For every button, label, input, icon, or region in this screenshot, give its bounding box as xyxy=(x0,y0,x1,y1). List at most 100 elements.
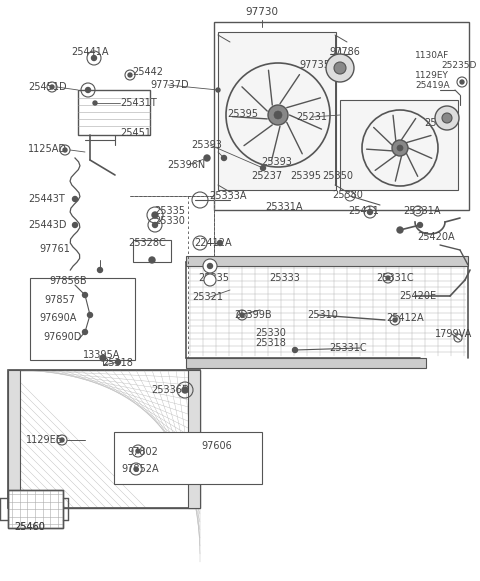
Circle shape xyxy=(93,101,97,105)
Circle shape xyxy=(392,140,408,156)
Text: 25386: 25386 xyxy=(425,118,456,128)
Text: 25331C: 25331C xyxy=(376,273,414,283)
Text: 25331A: 25331A xyxy=(265,202,303,212)
Text: 1129EY: 1129EY xyxy=(415,71,449,81)
Text: 25442: 25442 xyxy=(132,67,163,77)
Bar xyxy=(340,100,458,190)
Circle shape xyxy=(85,88,91,92)
Bar xyxy=(8,490,63,528)
Text: 25380: 25380 xyxy=(333,190,363,200)
Circle shape xyxy=(393,318,397,322)
Text: 97690D: 97690D xyxy=(44,332,82,342)
Bar xyxy=(214,22,469,210)
Text: 25395: 25395 xyxy=(228,109,259,119)
Circle shape xyxy=(72,196,77,202)
Circle shape xyxy=(136,449,140,453)
Text: 13395A: 13395A xyxy=(84,350,120,360)
Text: 1129EE: 1129EE xyxy=(26,435,63,445)
Text: 25335: 25335 xyxy=(199,273,229,283)
Text: 97606: 97606 xyxy=(202,441,232,451)
Text: 25460: 25460 xyxy=(14,522,46,532)
Text: 25310: 25310 xyxy=(308,310,338,320)
Text: 25335: 25335 xyxy=(155,206,185,216)
Text: 25333: 25333 xyxy=(270,273,300,283)
Circle shape xyxy=(60,438,64,442)
Text: 25451D: 25451D xyxy=(28,82,67,92)
Bar xyxy=(186,358,426,368)
Bar xyxy=(8,370,200,508)
Text: 97735: 97735 xyxy=(300,60,331,70)
Circle shape xyxy=(368,210,372,214)
Circle shape xyxy=(460,80,464,84)
Text: 25321: 25321 xyxy=(192,292,224,302)
Text: 97857: 97857 xyxy=(45,295,75,305)
Text: 97730: 97730 xyxy=(245,7,278,17)
Circle shape xyxy=(397,145,403,151)
Text: 97737D: 97737D xyxy=(151,80,189,90)
Circle shape xyxy=(418,223,422,228)
Text: 25411: 25411 xyxy=(348,206,379,216)
Circle shape xyxy=(116,360,120,364)
Text: 1799VA: 1799VA xyxy=(435,329,473,339)
Circle shape xyxy=(100,355,106,361)
Bar xyxy=(133,240,171,262)
Text: 25399B: 25399B xyxy=(234,310,272,320)
Circle shape xyxy=(83,292,87,297)
Circle shape xyxy=(203,259,217,273)
Text: 97786: 97786 xyxy=(330,47,360,57)
Text: 25420E: 25420E xyxy=(399,291,437,301)
Circle shape xyxy=(83,329,87,335)
Text: 25441A: 25441A xyxy=(71,47,109,57)
Text: 1125AD: 1125AD xyxy=(28,144,67,154)
Circle shape xyxy=(72,223,77,228)
Text: 1130AF: 1130AF xyxy=(415,52,449,60)
Bar xyxy=(114,432,262,484)
Circle shape xyxy=(153,223,157,228)
Bar xyxy=(186,256,468,266)
Circle shape xyxy=(87,313,93,317)
Circle shape xyxy=(334,62,346,74)
Text: 25431T: 25431T xyxy=(120,98,157,108)
Text: 25331A: 25331A xyxy=(403,206,441,216)
Circle shape xyxy=(397,227,403,233)
Circle shape xyxy=(292,347,298,353)
Text: 25443D: 25443D xyxy=(28,220,67,230)
Circle shape xyxy=(221,156,227,160)
Text: 25412A: 25412A xyxy=(386,313,424,323)
Text: 25443T: 25443T xyxy=(28,194,65,204)
Circle shape xyxy=(92,56,96,60)
Text: 25328C: 25328C xyxy=(128,238,166,248)
Text: 25336D: 25336D xyxy=(152,385,190,395)
Text: 25231: 25231 xyxy=(297,112,327,122)
Circle shape xyxy=(268,105,288,125)
Circle shape xyxy=(134,467,138,471)
Text: 25420A: 25420A xyxy=(417,232,455,242)
Circle shape xyxy=(442,113,452,123)
Circle shape xyxy=(217,241,223,246)
Circle shape xyxy=(261,166,265,170)
Circle shape xyxy=(207,264,213,268)
Text: 25318: 25318 xyxy=(255,338,287,348)
Text: 97856B: 97856B xyxy=(49,276,87,286)
Text: 25395: 25395 xyxy=(290,171,322,181)
Bar xyxy=(218,32,336,190)
Bar xyxy=(188,370,200,508)
Bar xyxy=(8,370,20,508)
Text: 97852A: 97852A xyxy=(121,464,159,474)
Text: 25393: 25393 xyxy=(192,140,222,150)
Text: 25330: 25330 xyxy=(155,216,185,226)
Circle shape xyxy=(216,88,220,92)
Circle shape xyxy=(182,387,188,393)
Text: 25237: 25237 xyxy=(252,171,283,181)
Circle shape xyxy=(274,111,282,119)
Circle shape xyxy=(386,276,390,280)
Circle shape xyxy=(149,257,155,263)
Text: 25235D: 25235D xyxy=(441,62,476,70)
Circle shape xyxy=(152,212,158,218)
Circle shape xyxy=(50,85,54,89)
Circle shape xyxy=(435,106,459,130)
Circle shape xyxy=(204,274,216,286)
Text: 97690A: 97690A xyxy=(39,313,77,323)
Text: 25333A: 25333A xyxy=(209,191,247,201)
Bar xyxy=(78,90,150,135)
